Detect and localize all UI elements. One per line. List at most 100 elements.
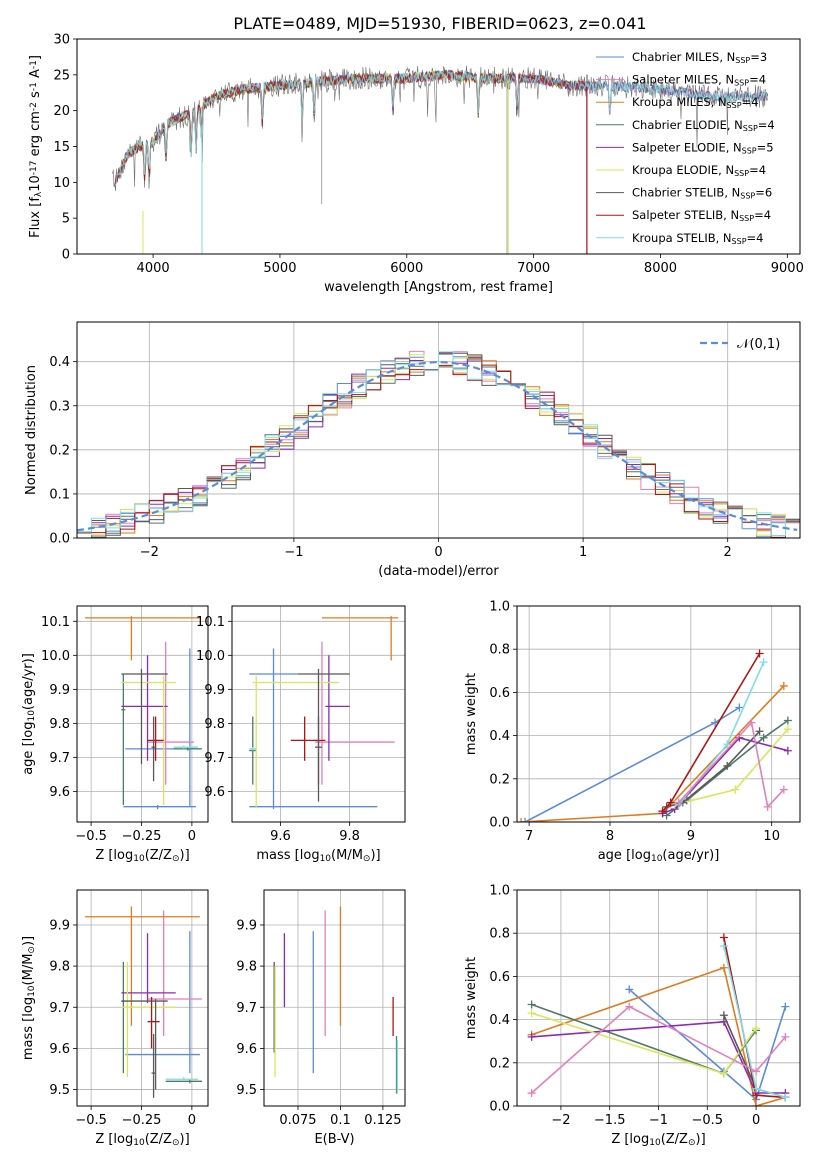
x-tick-label: −0.25 — [122, 829, 162, 844]
x-tick-label: 2 — [724, 545, 732, 560]
x-tick-label: −2 — [551, 1113, 570, 1128]
axes-box — [516, 605, 801, 823]
chart-spectrum: 4000 5000 6000 7000 8000 9000 0 5 10 15 20 25 30 wave… — [28, 33, 804, 296]
y-tick-label: 9.7 — [49, 1001, 70, 1016]
y-axis-label: Normed distribution — [24, 365, 39, 495]
weight-marker — [781, 1032, 790, 1041]
x-tick-label: 7 — [525, 829, 533, 844]
y-tick-label: 9.6 — [49, 1042, 70, 1057]
weight-marker — [781, 1093, 790, 1102]
weight-line-gray — [666, 730, 761, 808]
x-axis-label: mass [log10(M/M⊙)] — [256, 848, 380, 864]
x-tick-label: −1 — [284, 545, 303, 560]
legend-label: Salpeter ELODIE, NSSP=5 — [632, 140, 774, 155]
y-tick-label: 0 — [62, 248, 70, 263]
weight-marker — [719, 933, 728, 942]
axes-frame: −2 −1.5 −1 −0.5 0 0.0 0.2 0.4 0.6 0.8 1.0 Z [log10(… — [464, 884, 801, 1148]
y-tick-label: 9.5 — [236, 1083, 257, 1098]
y-tick-label: 0.4 — [49, 355, 70, 370]
y-tick-label: 9.7 — [236, 1001, 257, 1016]
x-tick-label: 4000 — [137, 261, 170, 276]
weight-marker — [747, 718, 756, 727]
y-axis-label: age [log10(age/yr)] — [21, 653, 37, 775]
x-tick-label: 5000 — [263, 261, 296, 276]
weight-marker — [527, 1009, 536, 1018]
chart-weight-vs-Z: −2 −1.5 −1 −0.5 0 0.0 0.2 0.4 0.6 0.8 1.0 Z [log10(… — [464, 884, 801, 1148]
x-tick-label: −0.5 — [75, 1113, 107, 1128]
axes-box — [76, 889, 209, 1107]
weight-marker — [781, 1002, 790, 1011]
x-tick-label: 0.125 — [364, 1113, 401, 1128]
x-axis-label: E(B-V) — [314, 1132, 354, 1147]
weight-marker — [755, 727, 764, 736]
legend: Chabrier MILES, NSSP=3 Salpeter MILES, NS… — [596, 50, 775, 245]
x-axis-label: Z [log10(Z/Z⊙)] — [95, 848, 189, 864]
axes-box — [231, 605, 406, 823]
y-tick-label: 10 — [53, 176, 70, 191]
y-tick-label: 0.6 — [489, 686, 510, 701]
weight-marker — [527, 1089, 536, 1098]
weight-marker — [763, 802, 772, 811]
y-tick-label: 10.0 — [41, 649, 70, 664]
y-tick-label: 5 — [62, 212, 70, 227]
x-tick-label: 8 — [606, 829, 614, 844]
y-tick-label: 20 — [53, 104, 70, 119]
x-tick-label: 1 — [579, 545, 587, 560]
axes-frame: 4000 5000 6000 7000 8000 9000 0 5 10 15 20 25 30 wave… — [28, 33, 804, 296]
weight-marker — [752, 1102, 761, 1106]
axes-box — [76, 605, 209, 823]
x-tick-label: 0 — [434, 545, 442, 560]
y-axis-label: mass weight — [464, 957, 479, 1039]
weight-line-purple — [662, 736, 789, 815]
y-tick-label: 0.0 — [489, 1100, 510, 1115]
y-tick-label: 1.0 — [489, 884, 510, 899]
x-tick-label: −1.5 — [594, 1113, 626, 1128]
y-tick-label: 1.0 — [489, 600, 510, 615]
chart-mass-vs-Z: −0.5 −0.25 0 9.5 9.6 9.7 9.8 9.9 Z [log10(Z/Z⊙)]… — [21, 889, 209, 1148]
y-tick-label: 10.0 — [196, 649, 225, 664]
weight-line-red — [723, 937, 786, 1099]
legend-label: 𝒩(0,1) — [737, 337, 780, 352]
weight-marker — [527, 1032, 536, 1041]
legend-label: Kroupa STELIB, NSSP=4 — [632, 231, 763, 246]
y-tick-label: 0.2 — [489, 1056, 510, 1071]
normal-curve — [77, 360, 798, 532]
weight-marker — [779, 681, 788, 690]
y-tick-label: 9.6 — [204, 785, 225, 800]
x-tick-label: 9.8 — [339, 829, 360, 844]
y-axis-label: mass weight — [464, 673, 479, 755]
weight-marker — [666, 798, 675, 807]
weight-marker — [752, 1067, 761, 1076]
plot-area — [249, 616, 399, 810]
y-tick-label: 0.1 — [49, 487, 70, 502]
weight-marker — [783, 716, 792, 725]
legend-label: Salpeter MILES, NSSP=4 — [632, 73, 766, 88]
plot-area — [112, 65, 769, 254]
x-tick-label: 7000 — [517, 261, 550, 276]
plot-area — [273, 906, 399, 1094]
y-tick-label: 9.9 — [49, 683, 70, 698]
axes-frame: −0.5 −0.25 0 9.6 9.7 9.8 9.9 10.0 10.1 Z [log10(Z… — [21, 605, 209, 864]
y-tick-label: 0.0 — [489, 816, 510, 831]
histogram-cyan — [77, 351, 800, 537]
weight-line-cyan — [723, 946, 786, 1099]
weight-line-blue — [524, 706, 740, 822]
plot-area — [527, 933, 790, 1106]
x-tick-label: 8000 — [644, 261, 677, 276]
x-tick-label: 6000 — [390, 261, 423, 276]
y-axis-label: mass [log10(M/M⊙)] — [21, 936, 37, 1060]
weight-marker — [625, 1002, 634, 1011]
x-tick-label: 0 — [188, 829, 196, 844]
axes-frame: 9.6 9.8 9.6 9.7 9.8 9.9 10.0 10.1 mass [log10(M/… — [196, 605, 406, 864]
y-tick-label: 9.5 — [49, 1083, 70, 1098]
y-tick-label: 0.4 — [489, 1013, 510, 1028]
legend-label: Salpeter STELIB, NSSP=4 — [632, 208, 771, 223]
y-tick-label: 0.0 — [49, 532, 70, 547]
y-tick-label: 9.9 — [204, 683, 225, 698]
weight-marker — [719, 963, 728, 972]
x-tick-label: −2 — [140, 545, 159, 560]
weight-marker — [783, 746, 792, 755]
legend-label: Chabrier STELIB, NSSP=6 — [632, 186, 772, 201]
weight-marker — [723, 761, 732, 770]
axes-frame: 7 8 9 10 0.0 0.2 0.4 0.6 0.8 1.0 age [log10(age/yr… — [464, 600, 801, 864]
